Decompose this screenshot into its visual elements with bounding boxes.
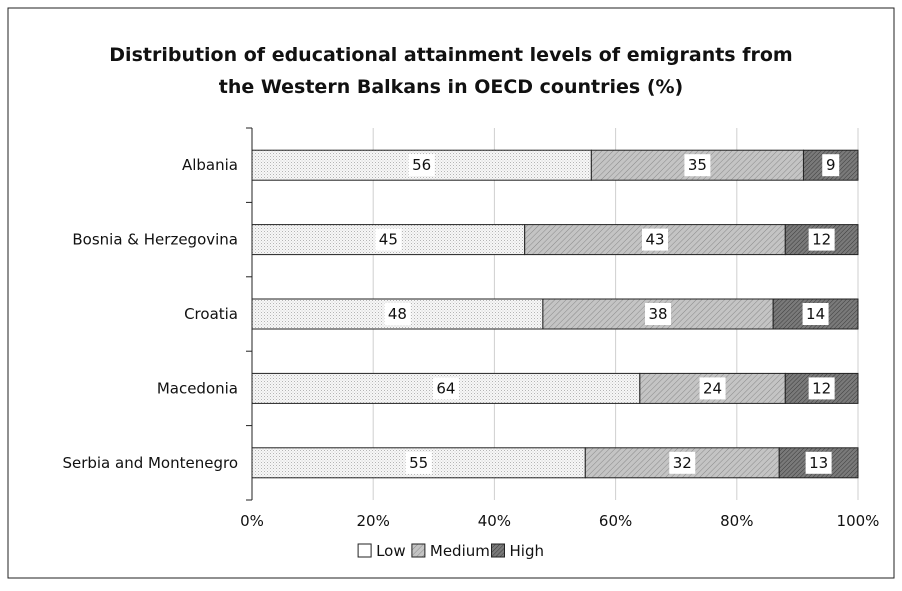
- svg-text:45: 45: [379, 231, 398, 249]
- data-label: 14: [802, 303, 829, 325]
- category-label: Macedonia: [157, 379, 238, 397]
- svg-text:14: 14: [806, 305, 825, 323]
- x-tick-label: 20%: [357, 512, 390, 530]
- data-label: 56: [408, 154, 435, 177]
- svg-text:64: 64: [436, 379, 455, 397]
- data-label: 64: [432, 377, 459, 400]
- svg-text:56: 56: [412, 156, 431, 174]
- svg-text:9: 9: [826, 156, 836, 174]
- svg-text:32: 32: [673, 454, 692, 472]
- category-labels: Albania Bosnia & Herzegovina Croatia Macedo…: [62, 156, 238, 472]
- x-tick-label: 60%: [599, 512, 632, 530]
- legend-item-high: High: [491, 542, 544, 560]
- category-label: Albania: [182, 156, 238, 174]
- svg-text:Low: Low: [376, 542, 406, 560]
- category-label: Croatia: [184, 305, 238, 323]
- x-tick-label: 40%: [478, 512, 511, 530]
- data-label: 45: [375, 228, 402, 251]
- svg-text:24: 24: [703, 379, 722, 397]
- svg-text:35: 35: [688, 156, 707, 174]
- data-label: 43: [641, 228, 668, 251]
- svg-text:Medium: Medium: [430, 542, 490, 560]
- svg-text:12: 12: [812, 379, 831, 397]
- svg-text:55: 55: [409, 454, 428, 472]
- x-tick-label: 0%: [240, 512, 264, 530]
- data-label: 48: [384, 303, 411, 325]
- chart-title-line-1: Distribution of educational attainment l…: [109, 44, 792, 66]
- data-label: 12: [808, 377, 835, 400]
- legend-item-low: Low: [357, 542, 406, 560]
- axes: [246, 127, 253, 501]
- data-label: 9: [822, 154, 840, 177]
- svg-text:13: 13: [809, 454, 828, 472]
- data-label: 38: [645, 303, 672, 325]
- data-label: 35: [684, 154, 711, 177]
- legend: Low Medium High: [357, 542, 544, 560]
- data-label: 24: [699, 377, 726, 400]
- x-tick-label: 80%: [720, 512, 753, 530]
- data-label: 12: [808, 228, 835, 251]
- x-tick-labels: 0% 20% 40% 60% 80% 100%: [240, 512, 879, 530]
- svg-text:12: 12: [812, 231, 831, 249]
- data-label: 32: [669, 451, 696, 474]
- x-tick-label: 100%: [837, 512, 880, 530]
- svg-text:High: High: [510, 542, 544, 560]
- data-label: 13: [805, 451, 832, 474]
- chart-frame: [7, 7, 895, 579]
- category-label: Bosnia & Herzegovina: [72, 231, 238, 249]
- svg-text:48: 48: [388, 305, 407, 323]
- data-labels: 56 35 9 45 43 12 48 38 14 64 24 12 55 32 13: [375, 154, 840, 474]
- chart-title-line-2: the Western Balkans in OECD countries (%…: [219, 76, 683, 98]
- category-label: Serbia and Montenegro: [62, 454, 238, 472]
- legend-item-medium: Medium: [411, 542, 490, 560]
- svg-text:38: 38: [648, 305, 667, 323]
- data-label: 55: [405, 451, 432, 474]
- svg-text:43: 43: [645, 231, 664, 249]
